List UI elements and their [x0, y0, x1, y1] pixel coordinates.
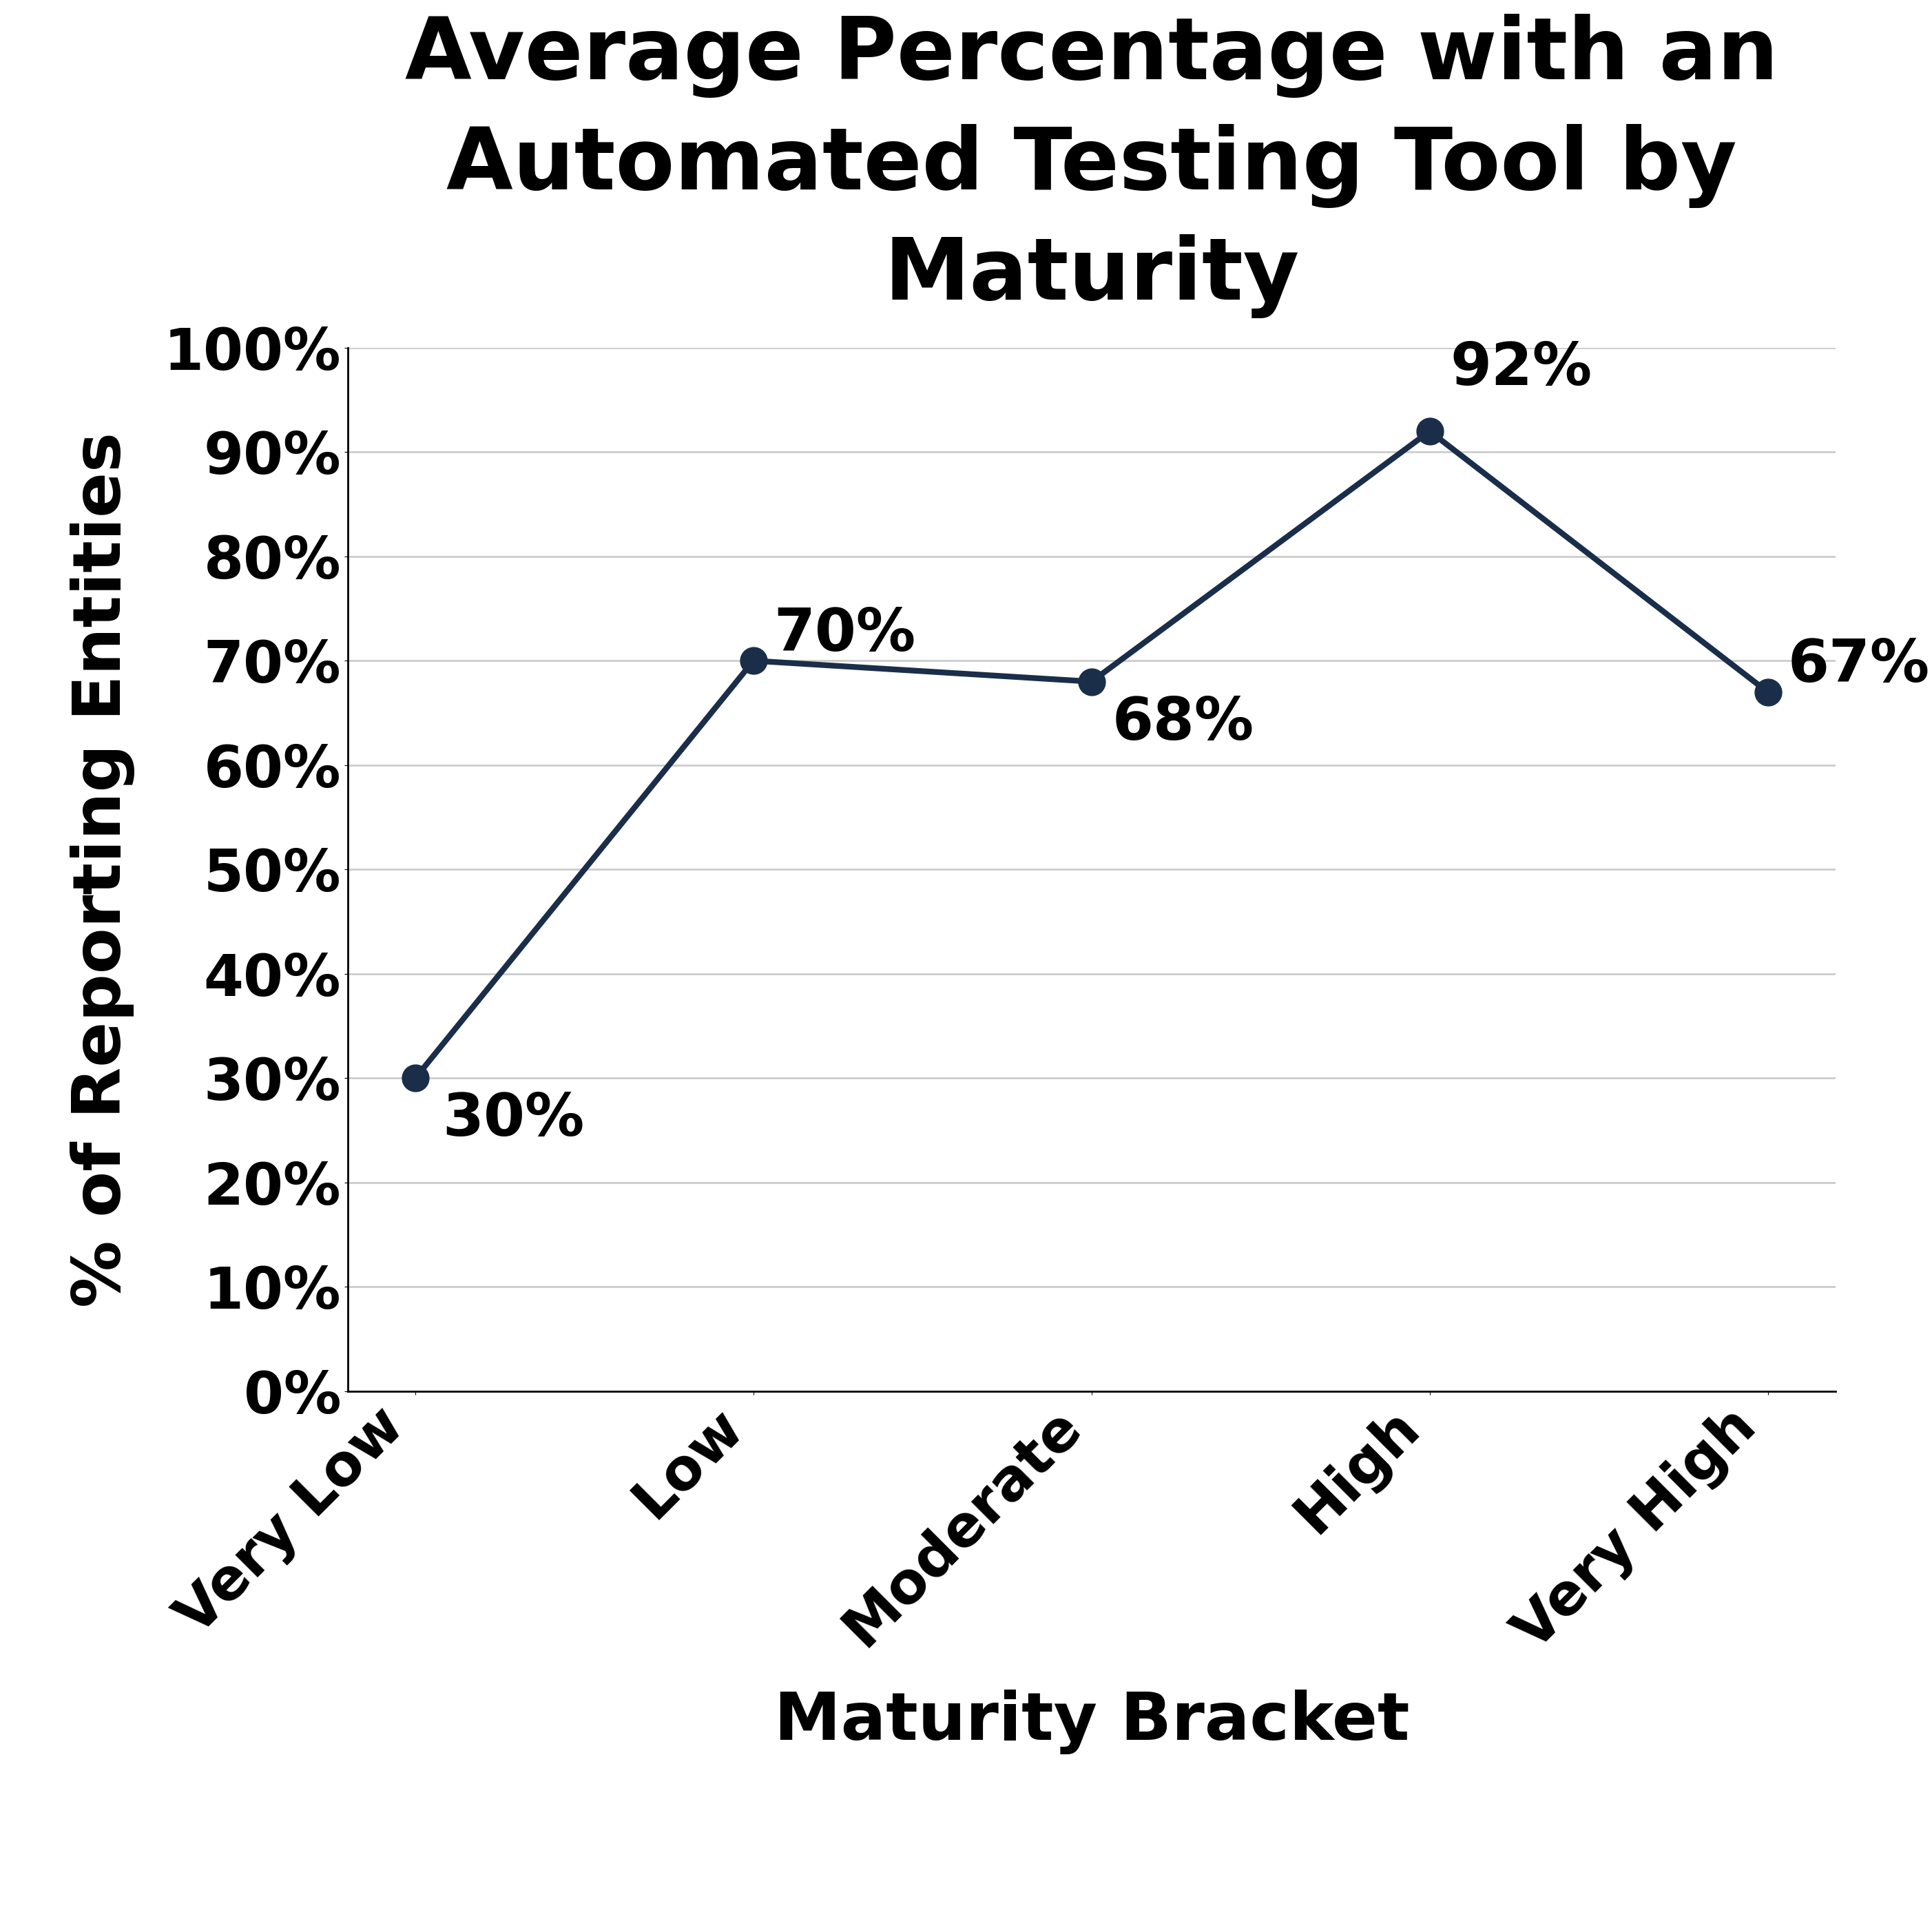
Text: 68%: 68% — [1111, 696, 1254, 752]
Text: 30%: 30% — [442, 1092, 585, 1148]
Text: 92%: 92% — [1449, 340, 1592, 398]
Text: 70%: 70% — [773, 607, 916, 663]
Title: Average Percentage with an
Automated Testing Tool by
Maturity: Average Percentage with an Automated Tes… — [406, 14, 1777, 319]
Y-axis label: % of Reporting Entities: % of Reporting Entities — [70, 431, 135, 1308]
X-axis label: Maturity Bracket: Maturity Bracket — [775, 1690, 1408, 1754]
Text: 67%: 67% — [1787, 638, 1930, 694]
